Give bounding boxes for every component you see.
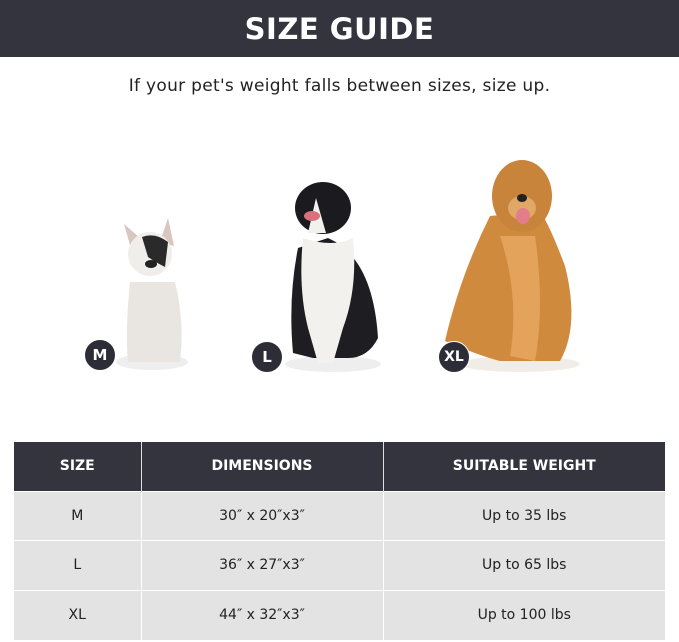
- size-badge-xl: XL: [438, 341, 470, 373]
- column-header-weight: SUITABLE WEIGHT: [383, 442, 665, 491]
- cell-dimensions: 44″ x 32″x3″: [141, 589, 384, 640]
- cell-weight: Up to 100 lbs: [383, 589, 665, 640]
- badge-label: M: [92, 346, 108, 364]
- cell-weight: Up to 65 lbs: [383, 540, 665, 590]
- border-collie-image: [285, 182, 381, 372]
- table-header-row: SIZE DIMENSIONS SUITABLE WEIGHT: [14, 442, 665, 491]
- cell-weight: Up to 35 lbs: [383, 490, 665, 541]
- badge-label: XL: [444, 349, 464, 365]
- table-row: L 36″ x 27″x3″ Up to 65 lbs: [14, 540, 665, 590]
- golden-retriever-image: [445, 160, 580, 372]
- page-title: SIZE GUIDE: [244, 11, 435, 46]
- cell-dimensions: 36″ x 27″x3″: [141, 540, 384, 590]
- size-badge-m: M: [84, 339, 116, 371]
- size-table: SIZE DIMENSIONS SUITABLE WEIGHT M 30″ x …: [14, 442, 665, 640]
- size-badge-l: L: [251, 341, 283, 373]
- column-header-dimensions: DIMENSIONS: [141, 442, 384, 491]
- cell-dimensions: 30″ x 20″x3″: [141, 490, 384, 541]
- column-header-size: SIZE: [14, 442, 142, 491]
- cell-size: M: [14, 490, 142, 541]
- size-up-note: If your pet's weight falls between sizes…: [128, 76, 551, 96]
- size-guide-header: SIZE GUIDE: [0, 0, 679, 57]
- cell-size: L: [14, 540, 142, 590]
- table-row: M 30″ x 20″x3″ Up to 35 lbs: [14, 490, 665, 541]
- badge-label: L: [262, 348, 272, 366]
- table-row: XL 44″ x 32″x3″ Up to 100 lbs: [14, 589, 665, 640]
- cell-size: XL: [14, 589, 142, 640]
- french-bulldog-image: [116, 218, 188, 370]
